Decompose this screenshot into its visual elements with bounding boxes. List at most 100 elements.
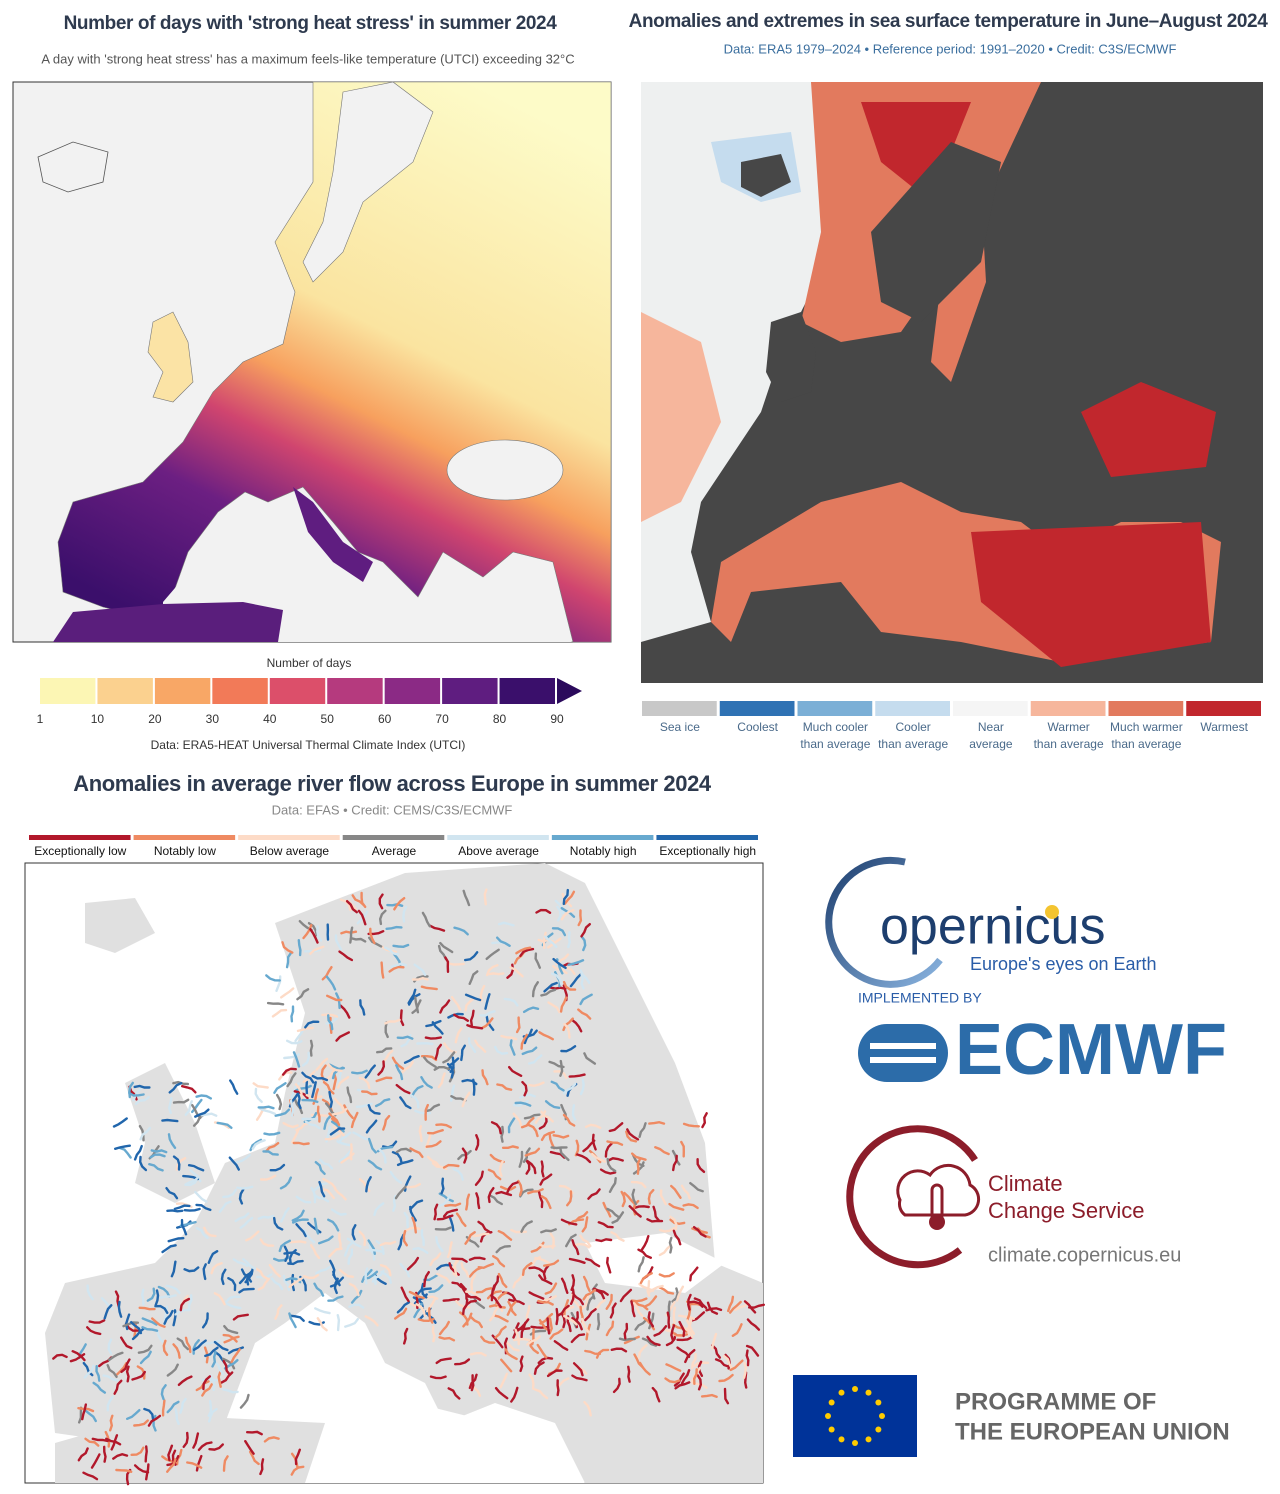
colorbar-tick-label: 30	[206, 712, 220, 726]
legend-label: Sea ice	[660, 720, 700, 734]
legend-swatch	[656, 835, 758, 840]
legend-label: Exceptionally low	[34, 844, 126, 858]
legend-label: than average	[800, 737, 870, 751]
river	[140, 1308, 155, 1309]
river	[473, 1080, 474, 1095]
colorbar-segment	[500, 678, 555, 704]
river	[747, 1351, 749, 1366]
legend-swatch	[343, 835, 445, 840]
river	[398, 1037, 413, 1039]
colorbar-tick-label: 20	[148, 712, 162, 726]
river-title: Anomalies in average river flow across E…	[73, 771, 712, 796]
eu-star	[852, 1386, 858, 1392]
river	[387, 904, 402, 906]
colorbar-segment	[40, 678, 95, 704]
river	[620, 1339, 635, 1340]
colorbar-tick-label: 70	[435, 712, 449, 726]
legend-label: Cooler	[895, 720, 930, 734]
river	[548, 1318, 549, 1333]
eu-star	[866, 1436, 872, 1442]
river	[649, 1122, 664, 1123]
river	[598, 1314, 599, 1329]
c3s-logo: Climate Change Service climate.copernicu…	[850, 1129, 1182, 1267]
legend-swatch	[447, 835, 549, 840]
eu-star	[879, 1413, 885, 1419]
river	[568, 932, 569, 947]
heat-source: Data: ERA5-HEAT Universal Thermal Climat…	[151, 738, 466, 752]
river	[489, 973, 504, 974]
legend-label: Much cooler	[803, 720, 868, 734]
legend-label: Notably high	[570, 844, 637, 858]
river	[110, 1416, 112, 1431]
river	[291, 1241, 306, 1242]
legend-label: Near	[978, 720, 1004, 734]
copernicus-name: opernicus	[880, 898, 1105, 956]
river	[162, 1120, 177, 1121]
colorbar-tick-label: 50	[321, 712, 335, 726]
river	[382, 963, 384, 978]
eu-text: THE EUROPEAN UNION	[955, 1418, 1230, 1445]
river	[259, 1107, 274, 1109]
river	[302, 1119, 317, 1120]
river	[341, 932, 356, 934]
river-subtitle: Data: EFAS • Credit: CEMS/C3S/ECMWF	[272, 802, 513, 817]
river	[449, 964, 464, 965]
river	[514, 1339, 529, 1340]
eu-text: PROGRAMME OF	[955, 1388, 1156, 1415]
cloud-icon	[898, 1165, 979, 1215]
eu-logo: PROGRAMME OF THE EUROPEAN UNION	[793, 1375, 1230, 1457]
river	[560, 1061, 562, 1076]
logo-arc	[850, 1129, 975, 1265]
legend-label: Warmer	[1048, 720, 1090, 734]
c3s-url: climate.copernicus.eu	[988, 1244, 1181, 1266]
colorbar-segment	[97, 678, 152, 704]
legend-label: Coolest	[737, 720, 778, 734]
river	[268, 1003, 283, 1004]
river	[426, 1038, 441, 1039]
legend-swatch	[642, 701, 717, 716]
legend-swatch	[953, 701, 1028, 716]
legend-swatch	[29, 835, 131, 840]
legend-label: Above average	[458, 844, 539, 858]
legend-swatch	[238, 835, 340, 840]
river	[152, 1150, 166, 1152]
river	[702, 1395, 717, 1397]
eu-star	[875, 1427, 881, 1433]
river	[551, 988, 566, 989]
legend-label: Average	[372, 844, 417, 858]
river	[433, 1327, 435, 1342]
colorbar-tick-label: 80	[493, 712, 507, 726]
legend-swatch	[1186, 701, 1261, 716]
river	[597, 1239, 612, 1241]
colorbar-segment	[385, 678, 440, 704]
copernicus-logo: opernicus Europe's eyes on Earth	[829, 860, 1157, 984]
river	[318, 1107, 319, 1122]
river	[127, 1367, 128, 1382]
c3s-name: Climate	[988, 1171, 1063, 1196]
sst-map	[641, 82, 1263, 683]
river	[670, 1238, 672, 1253]
sst-subtitle: Data: ERA5 1979–2024 • Reference period:…	[724, 41, 1177, 56]
river	[557, 1309, 558, 1324]
legend-swatch	[720, 701, 795, 716]
heat-subtitle: A day with 'strong heat stress' has a ma…	[41, 51, 574, 66]
thermometer-bulb	[929, 1214, 945, 1230]
river	[503, 1146, 518, 1147]
river	[674, 1308, 675, 1323]
legend-swatch	[1109, 701, 1184, 716]
river	[311, 1041, 312, 1056]
colorbar-arrow	[557, 678, 582, 704]
river	[146, 1446, 147, 1461]
ecmwf-symbol	[858, 1024, 948, 1082]
river	[558, 1380, 559, 1395]
legend-title: Number of days	[267, 656, 352, 670]
river	[163, 1401, 164, 1416]
river-map	[25, 863, 764, 1484]
river	[294, 1143, 309, 1144]
river	[104, 1447, 105, 1462]
legend-swatch	[552, 835, 654, 840]
river	[338, 1315, 339, 1330]
